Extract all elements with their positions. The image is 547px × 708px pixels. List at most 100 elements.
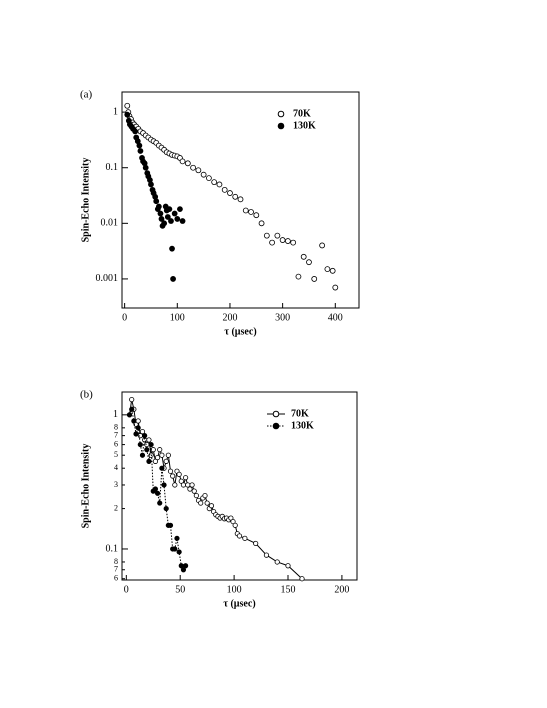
data-point	[211, 179, 218, 186]
legend-marker	[277, 122, 285, 130]
data-point	[168, 218, 174, 224]
data-point	[174, 535, 180, 541]
y-tick-label: 0.1	[106, 543, 119, 554]
data-point	[236, 533, 243, 539]
y-tick-label: 4	[114, 463, 118, 472]
data-point	[155, 203, 162, 210]
data-point	[132, 128, 139, 135]
y-tick-label: 1	[113, 106, 118, 117]
data-point	[180, 567, 187, 573]
data-point	[179, 218, 186, 224]
data-point	[295, 273, 302, 280]
data-point	[189, 482, 195, 488]
data-point	[284, 238, 291, 244]
data-point	[195, 167, 202, 174]
data-point	[332, 284, 339, 291]
data-point	[227, 190, 233, 196]
data-point	[172, 482, 178, 488]
plot-frame	[121, 91, 360, 309]
x-tick-label: 0	[122, 312, 127, 323]
data-point	[148, 441, 154, 448]
legend-label: 130K	[291, 420, 314, 431]
data-point	[285, 563, 291, 569]
data-point	[190, 164, 197, 171]
data-point	[167, 522, 174, 528]
data-point	[144, 447, 150, 453]
data-point	[274, 559, 280, 565]
data-point	[154, 490, 161, 496]
data-point	[221, 186, 228, 193]
data-point	[184, 160, 191, 167]
data-point	[290, 239, 297, 246]
data-point	[232, 193, 239, 200]
data-point	[157, 500, 163, 506]
data-point	[152, 486, 159, 492]
data-point	[129, 396, 135, 403]
data-point	[154, 454, 161, 461]
y-tick-label: 3	[114, 480, 118, 489]
data-point	[311, 276, 318, 282]
data-point	[183, 563, 189, 569]
data-point	[171, 210, 178, 217]
data-point	[200, 171, 207, 178]
data-point	[159, 465, 165, 471]
data-point	[279, 237, 286, 243]
data-point	[139, 428, 146, 435]
data-point	[274, 232, 281, 239]
data-point	[269, 239, 276, 246]
data-point	[177, 206, 183, 213]
x-tick-label: 200	[222, 312, 237, 323]
y-axis-label: Spin-Echo Intensity	[80, 158, 91, 243]
data-point	[263, 232, 270, 239]
data-point	[137, 441, 143, 448]
legend-marker	[277, 110, 285, 118]
legend-label: 70K	[291, 408, 309, 419]
data-point	[170, 276, 176, 282]
data-point	[191, 488, 197, 494]
data-point	[161, 220, 168, 227]
data-point	[166, 206, 173, 213]
y-tick-label: 6	[114, 574, 118, 583]
data-point	[131, 418, 137, 424]
data-point	[142, 164, 149, 171]
panel-label: (a)	[80, 89, 93, 101]
data-point	[253, 540, 259, 547]
series-line	[129, 407, 187, 571]
legend-marker	[272, 422, 280, 430]
data-point	[135, 425, 141, 431]
y-tick-label: 2	[114, 503, 118, 512]
data-point	[157, 447, 163, 453]
data-point	[258, 220, 265, 227]
y-tick-label: 5	[114, 450, 118, 459]
x-tick-label: 200	[334, 584, 349, 595]
data-point	[300, 253, 307, 260]
y-tick-label: 0.01	[101, 218, 119, 229]
x-axis-label: τ (µsec)	[223, 598, 255, 609]
data-point	[163, 458, 169, 464]
x-axis-label: τ (µsec)	[224, 326, 256, 337]
data-point	[242, 535, 248, 541]
y-tick-label: 7	[114, 565, 118, 574]
data-point	[148, 181, 154, 188]
data-point	[208, 503, 215, 509]
panel-label: (b)	[80, 389, 93, 401]
data-point	[159, 452, 165, 458]
data-point	[142, 433, 148, 439]
data-point	[178, 478, 184, 484]
y-tick-label: 0.001	[96, 273, 119, 284]
data-point	[232, 522, 238, 528]
data-point	[174, 216, 181, 222]
data-point	[157, 210, 164, 217]
data-point	[170, 473, 176, 479]
data-point	[126, 412, 133, 418]
data-point	[176, 549, 182, 555]
x-tick-label: 0	[124, 584, 129, 595]
data-point	[176, 471, 182, 477]
data-point	[253, 212, 260, 219]
data-point	[161, 482, 167, 488]
data-point	[179, 158, 186, 165]
data-point	[329, 267, 336, 274]
data-point	[216, 181, 223, 188]
data-point	[135, 418, 141, 424]
y-tick-label: 6	[114, 439, 118, 448]
